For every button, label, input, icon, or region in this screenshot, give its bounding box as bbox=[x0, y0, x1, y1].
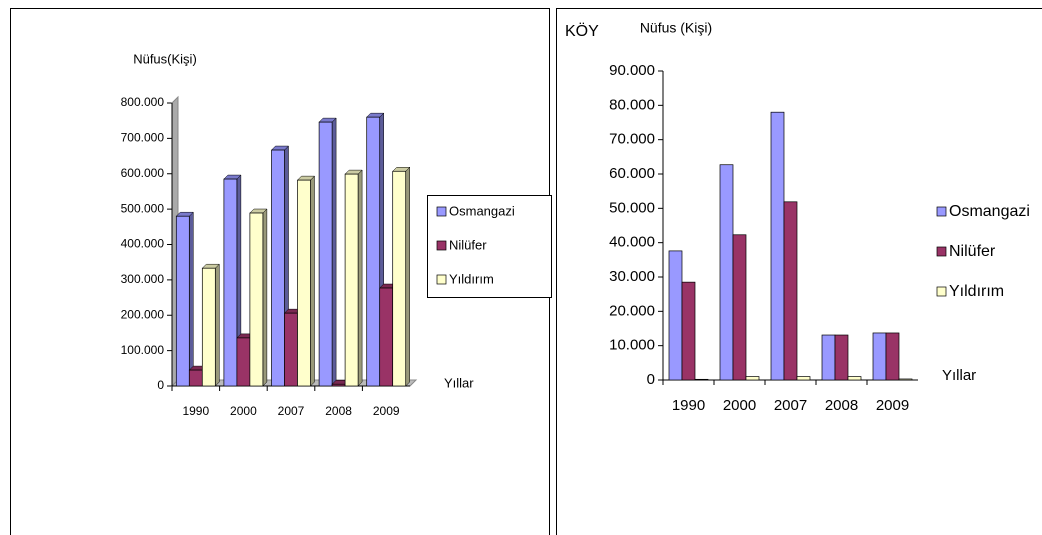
bar bbox=[297, 179, 311, 387]
bar bbox=[783, 201, 798, 381]
bar bbox=[872, 332, 887, 381]
bar bbox=[331, 383, 346, 387]
x-tick-label: 2009 bbox=[373, 404, 400, 418]
y-tick-label: 200.000 bbox=[121, 307, 165, 321]
legend-box bbox=[427, 195, 552, 298]
bar-side bbox=[310, 175, 315, 387]
y-tick-label: 90.000 bbox=[609, 62, 655, 79]
y-tick-label: 60.000 bbox=[609, 165, 655, 182]
bar bbox=[366, 116, 381, 387]
bar-side bbox=[189, 211, 194, 387]
x-tick-label: 2008 bbox=[825, 397, 858, 414]
y-tick-label: 400.000 bbox=[121, 237, 165, 251]
x-tick-label: 2000 bbox=[723, 397, 756, 414]
bar bbox=[898, 378, 913, 381]
legend-label: Yıldırım bbox=[449, 271, 494, 286]
bar bbox=[796, 376, 811, 381]
bar bbox=[223, 178, 238, 387]
bar-side bbox=[262, 208, 268, 387]
y-tick-label: 10.000 bbox=[609, 337, 655, 354]
y-tick-label: 800.000 bbox=[121, 95, 165, 109]
bar bbox=[379, 287, 394, 387]
bar bbox=[770, 111, 785, 381]
y-tick-label: 80.000 bbox=[609, 96, 655, 113]
x-axis-label: Yıllar bbox=[444, 375, 474, 390]
bar bbox=[834, 334, 849, 381]
bar bbox=[344, 173, 359, 387]
x-tick-label: 2000 bbox=[230, 404, 257, 418]
chart-label: KÖY bbox=[565, 22, 599, 40]
legend-label: Osmangazi bbox=[449, 203, 515, 218]
bar bbox=[668, 250, 683, 381]
bar-side bbox=[405, 166, 410, 387]
x-tick-label: 2007 bbox=[278, 404, 305, 418]
x-tick-label: 2009 bbox=[876, 397, 909, 414]
x-tick-label: 1990 bbox=[182, 404, 209, 418]
y-tick-label: 700.000 bbox=[121, 131, 165, 145]
bar bbox=[236, 337, 251, 387]
y-tick-label: 0 bbox=[157, 378, 164, 392]
bar bbox=[732, 234, 747, 381]
y-tick-label: 600.000 bbox=[121, 166, 165, 180]
y-tick-label: 50.000 bbox=[609, 199, 655, 216]
chart-title: Nüfus (Kişi) bbox=[640, 20, 712, 36]
x-tick-label: 2007 bbox=[774, 397, 807, 414]
x-tick-label: 2008 bbox=[325, 404, 352, 418]
bar-side bbox=[215, 263, 220, 387]
y-tick-label: 0 bbox=[647, 371, 655, 388]
legend-swatch bbox=[936, 206, 947, 217]
panel bbox=[556, 8, 1042, 535]
legend-swatch bbox=[436, 274, 447, 285]
legend-swatch bbox=[436, 206, 447, 217]
bar-side bbox=[357, 169, 363, 387]
bar bbox=[318, 121, 333, 387]
x-axis-label: Yıllar bbox=[942, 367, 976, 384]
legend-swatch bbox=[436, 240, 447, 251]
legend-box bbox=[929, 195, 1042, 316]
y-tick-label: 500.000 bbox=[121, 201, 165, 215]
y-tick-label: 100.000 bbox=[121, 343, 165, 357]
y-tick-label: 30.000 bbox=[609, 268, 655, 285]
legend-label: Yıldırım bbox=[949, 283, 1004, 300]
y-tick-label: 40.000 bbox=[609, 234, 655, 251]
bar bbox=[745, 376, 760, 381]
legend-label: Nilüfer bbox=[449, 237, 487, 252]
legend-label: Osmangazi bbox=[949, 203, 1030, 220]
legend-swatch bbox=[936, 286, 947, 297]
x-tick-label: 1990 bbox=[672, 397, 705, 414]
bar bbox=[175, 215, 190, 387]
bar bbox=[392, 170, 407, 387]
legend-label: Nilüfer bbox=[949, 243, 996, 260]
bar bbox=[201, 267, 216, 387]
bar bbox=[188, 369, 203, 387]
bar bbox=[284, 312, 298, 387]
y-tick-label: 300.000 bbox=[121, 272, 165, 286]
bar bbox=[681, 281, 696, 381]
bar bbox=[885, 332, 900, 381]
bar-side bbox=[331, 117, 337, 387]
chart-title: Nüfus(Kişi) bbox=[133, 51, 197, 66]
bar bbox=[847, 376, 862, 381]
bar bbox=[271, 149, 285, 387]
bar bbox=[249, 212, 264, 387]
legend-swatch bbox=[936, 246, 947, 257]
y-tick-label: 20.000 bbox=[609, 302, 655, 319]
y-tick-label: 70.000 bbox=[609, 131, 655, 148]
bar bbox=[694, 378, 709, 381]
bar bbox=[719, 164, 734, 381]
bar bbox=[821, 334, 836, 381]
